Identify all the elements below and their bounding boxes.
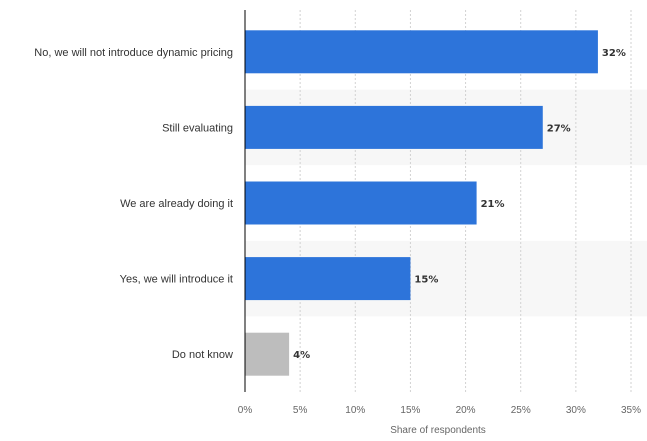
x-tick-label: 10% bbox=[345, 405, 365, 416]
category-label: We are already doing it bbox=[120, 198, 233, 210]
category-labels: No, we will not introduce dynamic pricin… bbox=[34, 47, 233, 361]
x-axis-ticks: 0% 5% 10% 15% 20% 25% 30% 35% bbox=[238, 405, 641, 416]
data-label: 27% bbox=[547, 123, 571, 134]
x-tick-label: 25% bbox=[511, 405, 531, 416]
bar[interactable] bbox=[245, 181, 477, 225]
x-tick-label: 5% bbox=[293, 405, 308, 416]
x-axis-title: Share of respondents bbox=[390, 425, 486, 436]
x-tick-label: 30% bbox=[566, 405, 586, 416]
x-tick-label: 0% bbox=[238, 405, 253, 416]
data-label: 4% bbox=[293, 350, 310, 361]
value-labels: 32% 27% 21% 15% 4% bbox=[293, 48, 626, 361]
x-tick-label: 35% bbox=[621, 405, 641, 416]
data-label: 32% bbox=[602, 48, 626, 59]
bar[interactable] bbox=[245, 105, 543, 149]
bar[interactable] bbox=[245, 332, 290, 376]
category-label: Do not know bbox=[172, 349, 233, 361]
x-tick-label: 15% bbox=[400, 405, 420, 416]
bars bbox=[245, 30, 598, 376]
bar[interactable] bbox=[245, 30, 598, 74]
category-label: No, we will not introduce dynamic pricin… bbox=[34, 47, 233, 59]
data-label: 15% bbox=[414, 275, 438, 286]
x-tick-label: 20% bbox=[456, 405, 476, 416]
row-bands bbox=[245, 89, 647, 317]
data-label: 21% bbox=[481, 199, 505, 210]
category-label: Yes, we will introduce it bbox=[120, 274, 233, 286]
bar[interactable] bbox=[245, 257, 411, 301]
category-label: Still evaluating bbox=[162, 122, 233, 134]
